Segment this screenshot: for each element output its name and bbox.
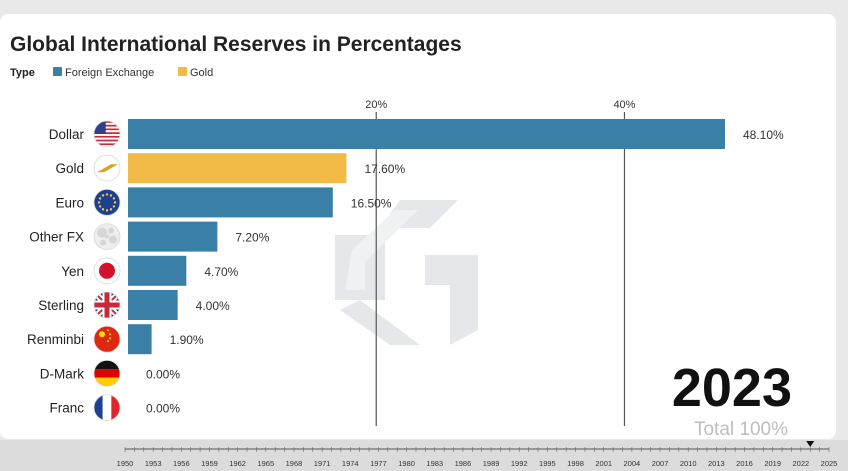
bar-row-franc: Franc 0.00% — [49, 394, 180, 422]
legend-swatch-gold — [178, 67, 187, 76]
bar-row-yen: Yen 4.70% — [61, 255, 239, 286]
chart-title: Global International Reserves in Percent… — [10, 33, 462, 56]
timeline-year-label: 1968 — [286, 459, 303, 468]
timeline-year-label: 1977 — [370, 459, 387, 468]
timeline-year-label: 1998 — [567, 459, 584, 468]
timeline-marker[interactable] — [806, 441, 815, 447]
year-label: 2023 — [672, 358, 792, 418]
timeline-year-label: 1974 — [342, 459, 359, 468]
globe-icon — [94, 223, 120, 250]
timeline-year-label: 2001 — [595, 459, 612, 468]
category-label: Gold — [55, 161, 84, 176]
bar-row-dollar: Dollar 48.10% — [49, 119, 784, 149]
china-flag-icon — [94, 326, 120, 353]
category-label: Franc — [49, 401, 84, 416]
timeline-year-label: 1953 — [145, 459, 162, 468]
timeline-year-label: 1956 — [173, 459, 190, 468]
value-label: 17.60% — [364, 162, 405, 176]
timeline-year-label: 2004 — [624, 459, 641, 468]
timeline-year-label: 1983 — [426, 459, 443, 468]
category-label: Euro — [55, 195, 84, 210]
legend-label-gold: Gold — [190, 67, 213, 79]
bar — [128, 324, 152, 355]
bar — [128, 290, 178, 320]
timeline-year-label: 2013 — [708, 459, 725, 468]
timeline-year-label: 1971 — [314, 459, 331, 468]
value-label: 0.00% — [146, 367, 180, 381]
bar-row-gold: Gold 17.60% — [55, 153, 405, 184]
category-label: Other FX — [29, 230, 84, 245]
timeline-year-label: 1950 — [117, 459, 134, 468]
legend-label-foreign-exchange: Foreign Exchange — [65, 67, 154, 79]
japan-flag-icon — [94, 257, 120, 284]
bar — [128, 153, 347, 184]
bar — [128, 255, 187, 286]
legend-title: Type — [10, 67, 35, 79]
timeline-year-label: 1995 — [539, 459, 556, 468]
value-label: 16.50% — [351, 196, 392, 210]
legend-swatch-foreign-exchange — [53, 67, 62, 76]
bar-row-sterling: Sterling 4.00% — [38, 290, 230, 320]
bar-row-other-fx: Other FX 7.20% — [29, 221, 270, 252]
category-label: D-Mark — [40, 366, 84, 381]
timeline-year-label: 2010 — [680, 459, 697, 468]
value-label: 4.00% — [196, 299, 230, 313]
watermark-logo — [335, 200, 478, 345]
timeline-axis: 1950 1953 1956 1959 1962 1965 1968 1971 1974 1977… — [117, 441, 838, 468]
timeline-year-label: 1962 — [229, 459, 246, 468]
bars-group: Dollar 48.10% Gold 17.60% Euro 16.50% Other FX… — [27, 119, 784, 422]
value-label: 1.90% — [170, 333, 204, 347]
germany-flag-icon — [94, 360, 120, 387]
x-axis: 20% 40% — [365, 99, 636, 426]
timeline-year-label: 1989 — [483, 459, 500, 468]
timeline-year-label: 2022 — [792, 459, 809, 468]
value-label: 0.00% — [146, 402, 180, 416]
timeline-year-label: 1980 — [398, 459, 415, 468]
timeline-bar — [0, 440, 848, 471]
timeline-year-label: 1959 — [201, 459, 218, 468]
timeline-year-label: 1986 — [455, 459, 472, 468]
timeline-year-label: 2016 — [736, 459, 753, 468]
timeline-year-label: 2019 — [764, 459, 781, 468]
uk-flag-icon — [94, 292, 120, 318]
us-flag-icon — [94, 121, 120, 147]
x-tick-label: 20% — [365, 99, 387, 111]
bar-row-euro: Euro 16.50% — [55, 187, 392, 218]
bar-row-d-mark: D-Mark 0.00% — [40, 359, 180, 387]
bar-row-renminbi: Renminbi 1.90% — [27, 324, 204, 355]
value-label: 48.10% — [743, 128, 784, 142]
timeline-year-label: 1992 — [511, 459, 528, 468]
france-flag-icon — [94, 394, 120, 421]
bar — [128, 187, 333, 218]
eu-flag-icon — [94, 189, 120, 216]
x-tick-label: 40% — [613, 99, 635, 111]
timeline-year-label: 2025 — [821, 459, 838, 468]
value-label: 4.70% — [204, 265, 238, 279]
category-label: Dollar — [49, 127, 85, 142]
bar — [128, 119, 725, 149]
gold-bar-icon — [94, 155, 120, 182]
total-label: Total 100% — [694, 419, 788, 440]
timeline-year-label: 1965 — [257, 459, 274, 468]
timeline-year-label: 2007 — [652, 459, 669, 468]
category-label: Renminbi — [27, 332, 84, 347]
bar — [128, 221, 218, 252]
category-label: Yen — [61, 264, 84, 279]
value-label: 7.20% — [235, 231, 269, 245]
legend: Type Foreign Exchange Gold — [10, 67, 213, 79]
category-label: Sterling — [38, 298, 84, 313]
